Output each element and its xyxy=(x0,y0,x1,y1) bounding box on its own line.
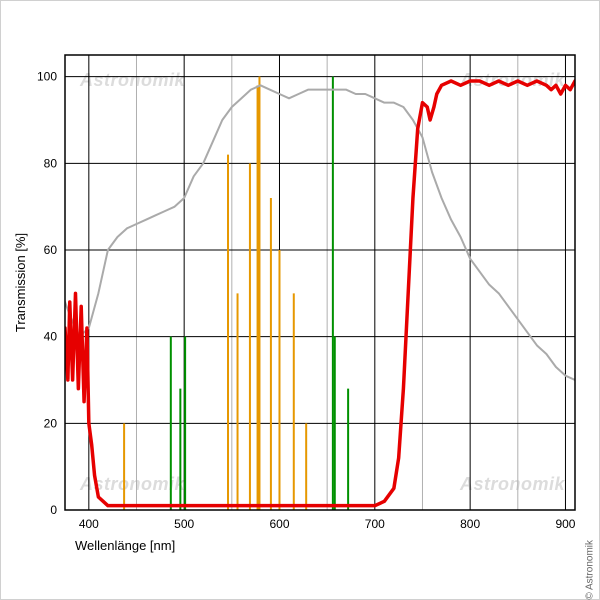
svg-text:500: 500 xyxy=(174,517,194,531)
svg-text:600: 600 xyxy=(269,517,289,531)
svg-text:20: 20 xyxy=(44,416,58,430)
svg-text:80: 80 xyxy=(44,156,58,170)
svg-text:0: 0 xyxy=(50,503,57,517)
svg-text:Wellenlänge [nm]: Wellenlänge [nm] xyxy=(75,538,175,553)
svg-text:60: 60 xyxy=(44,243,58,257)
copyright-label: © Astronomik xyxy=(585,540,596,600)
chart-svg: 400 500 600 700 800 900 0 20 40 60 80 100 Transmissi… xyxy=(0,0,600,600)
svg-text:100: 100 xyxy=(37,70,57,84)
svg-text:800: 800 xyxy=(460,517,480,531)
svg-text:Transmission [%]: Transmission [%] xyxy=(13,233,28,332)
svg-text:400: 400 xyxy=(79,517,99,531)
svg-text:40: 40 xyxy=(44,330,58,344)
svg-text:900: 900 xyxy=(555,517,575,531)
svg-text:700: 700 xyxy=(365,517,385,531)
